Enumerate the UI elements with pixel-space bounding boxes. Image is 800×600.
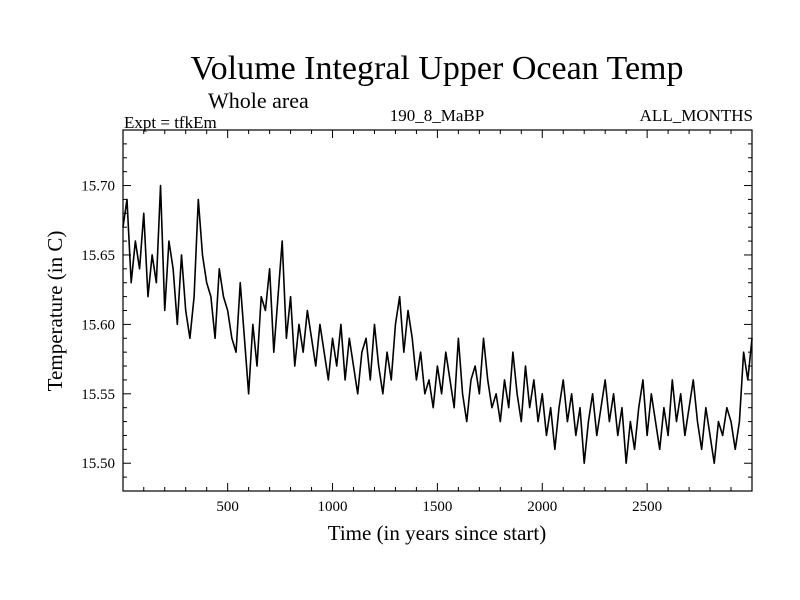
x-tick-label: 1000 <box>318 499 348 515</box>
y-tick-label: 15.60 <box>81 317 115 333</box>
experiment-label: Expt = tfkEm <box>124 113 217 132</box>
x-tick-label: 500 <box>216 499 239 515</box>
x-tick-label: 2500 <box>632 499 662 515</box>
y-tick-label: 15.55 <box>81 387 115 403</box>
run-label: 190_8_MaBP <box>389 106 485 125</box>
y-tick-label: 15.70 <box>81 179 115 195</box>
months-label: ALL_MONTHS <box>639 106 753 125</box>
series-layer <box>122 184 753 465</box>
chart-subtitle: Whole area <box>208 88 309 113</box>
y-axis-ticks: 15.50 15.55 15.60 15.65 15.70 <box>81 129 752 492</box>
y-tick-label: 15.65 <box>81 248 115 264</box>
x-tick-label: 2000 <box>527 499 557 515</box>
chart-title: Volume Integral Upper Ocean Temp <box>190 50 684 87</box>
y-axis-title: Temperature (in C) <box>43 231 67 392</box>
plot-frame <box>122 129 753 492</box>
y-tick-label: 15.50 <box>81 456 115 472</box>
x-tick-label: 1500 <box>422 499 452 515</box>
x-axis-ticks: 500 1000 1500 2000 2500 <box>143 130 732 515</box>
series-line-0 <box>122 184 753 465</box>
x-axis-title: Time (in years since start) <box>328 521 547 545</box>
